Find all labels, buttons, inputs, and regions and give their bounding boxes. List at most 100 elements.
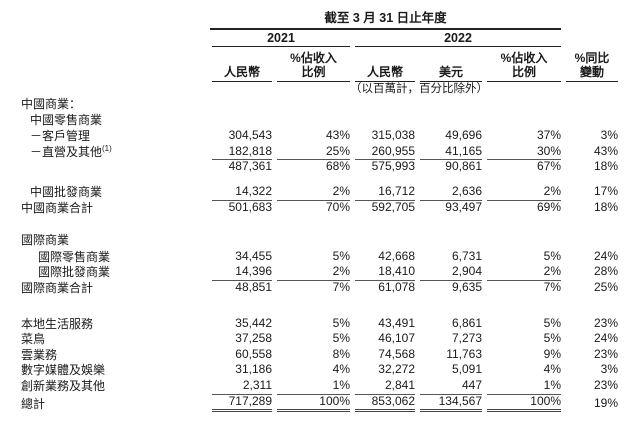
cell-pct-2021: 25% [272,144,350,161]
cell-rmb-2021: 37,258 [235,331,272,346]
cell-rmb-2021: 182,818 [207,144,272,161]
cell-yoy: 3% [600,128,618,143]
cell-rmb-2021: 35,442 [235,315,272,330]
cell-rmb-2022: 2,841 [350,378,415,395]
period-title: 截至 3 月 31 日止年度 [210,10,561,30]
col-header-usd-2022: 美元 [420,65,482,82]
cell-rmb-2021: 60,558 [235,346,272,361]
cell-pct-2022: 2% [482,184,561,201]
row-label: 中國零售商業 [30,112,103,127]
cell-usd-2022: 447 [415,378,482,395]
cell-usd-2022: 2,636 [415,184,482,201]
table-row-international-commerce-total: 國際商業合計 48,851 7% 61,078 9,635 7% 25% [8,280,640,296]
cell-pct-2022: 67% [536,159,561,174]
cell-rmb-2021: 34,455 [235,248,272,263]
cell-rmb-2022: 18,410 [350,264,415,281]
cell-rmb-2022: 42,668 [378,248,415,263]
table-header-columns: 人民幣 %佔收入 比例 人民幣 美元 %佔收入 比例 %同比 變動 [8,47,640,82]
cell-usd-2022: 6,731 [451,248,482,263]
cell-usd-2022: 9,635 [451,279,482,294]
cell-rmb-2021: 2,311 [207,378,272,395]
cell-yoy: 18% [593,199,618,214]
unit-note: （以百萬計，百分比除外） [350,83,488,95]
table-row-china-wholesale: 中國批發商業 14,322 2% 16,712 2,636 2% 17% [8,183,640,201]
cell-yoy: 25% [593,279,618,294]
table-row-customer-management: －客戶管理 304,543 43% 315,038 49,696 37% 3% [8,128,640,144]
table-row-china-retail: 中國零售商業 [8,113,640,129]
cell-usd-2022: 6,861 [451,315,482,330]
cell-usd-2022: 7,273 [451,331,482,346]
row-label: －直營及其他(1) [30,143,112,159]
cell-pct-2022: 30% [482,144,561,161]
cell-pct-2021: 2% [272,184,350,201]
cell-pct-2022: 69% [536,199,561,214]
cell-pct-2022: 7% [543,279,561,294]
cell-rmb-2021: 717,289 [207,394,272,413]
cell-rmb-2022: 853,062 [350,394,415,413]
row-label: 國際零售商業 [38,249,111,264]
cell-rmb-2021: 304,543 [228,128,272,143]
cell-rmb-2022: 16,712 [350,184,415,201]
col-header-pct-revenue-2022: %佔收入 比例 [487,51,561,82]
cell-rmb-2021: 31,186 [235,362,272,377]
cell-rmb-2022: 315,038 [371,128,415,143]
row-label: 創新業務及其他 [21,378,106,393]
cell-pct-2022: 2% [482,264,561,281]
cell-yoy: 19% [593,395,618,410]
cell-pct-2022: 9% [543,346,561,361]
table-row-cainiao: 菜鳥 37,258 5% 46,107 7,273 5% 24% [8,331,640,347]
cell-pct-2021: 68% [325,159,350,174]
cell-yoy: 24% [593,248,618,263]
table-row-innovation-others: 創新業務及其他 2,311 1% 2,841 447 1% 23% [8,377,640,395]
cell-usd-2022: 41,165 [415,144,482,161]
cell-pct-2022: 5% [543,248,561,263]
cell-usd-2022: 5,091 [451,362,482,377]
cell-rmb-2021: 14,322 [207,184,272,201]
cell-pct-2022: 4% [543,362,561,377]
cell-yoy: 3% [600,362,618,377]
financial-report-page: 截至 3 月 31 日止年度 2021 2022 人民幣 %佔收入 比例 人民幣… [8,10,640,413]
cell-pct-2021: 43% [325,128,350,143]
cell-rmb-2022: 46,107 [378,331,415,346]
cell-usd-2022: 11,763 [446,346,482,361]
cell-yoy: 23% [593,315,618,330]
row-label: 國際批發商業 [38,265,111,280]
table-row-section-international-commerce: 國際商業 [8,233,640,249]
col-header-yoy-change: %同比 變動 [566,51,618,82]
cell-rmb-2021: 14,396 [207,264,272,281]
cell-pct-2021: 4% [332,362,350,377]
cell-pct-2022: 5% [543,315,561,330]
col-header-rmb-2022: 人民幣 [355,65,415,82]
cell-pct-2022: 5% [543,331,561,346]
cell-rmb-2022: 260,955 [350,144,415,161]
cell-yoy: 28% [593,264,618,279]
table-row-grand-total: 總計 717,289 100% 853,062 134,567 100% 19% [8,394,640,413]
cell-pct-2021: 5% [332,331,350,346]
cell-pct-2021: 1% [272,378,350,395]
cell-yoy: 24% [593,331,618,346]
cell-rmb-2021: 487,361 [228,159,272,174]
cell-rmb-2022: 61,078 [378,279,415,294]
col-header-pct-revenue-2021: %佔收入 比例 [277,51,350,82]
cell-pct-2022: 100% [482,394,561,413]
cell-pct-2021: 5% [332,315,350,330]
cell-usd-2022: 93,497 [445,199,482,214]
year-2021-header: 2021 [212,31,350,47]
table-row-section-china-commerce: 中國商業： [8,97,640,113]
cell-yoy: 17% [593,183,618,198]
table-row-cloud: 雲業務 60,558 8% 74,568 11,763 9% 23% [8,347,640,363]
row-label: 菜鳥 [21,332,46,347]
row-label: 國際商業合計 [21,280,94,295]
cell-pct-2021: 5% [332,248,350,263]
cell-rmb-2021: 501,683 [228,199,272,214]
row-label: 中國批發商業 [30,184,103,199]
footnote-marker: (1) [102,143,112,153]
cell-usd-2022: 90,861 [445,159,482,174]
table-row-digital-media-entertainment: 數字媒體及娛樂 31,186 4% 32,272 5,091 4% 3% [8,362,640,378]
cell-yoy: 18% [593,159,618,174]
cell-pct-2021: 100% [272,394,350,413]
cell-rmb-2022: 575,993 [371,159,415,174]
cell-pct-2021: 2% [272,264,350,281]
cell-yoy: 23% [593,377,618,392]
cell-rmb-2022: 43,491 [378,315,415,330]
